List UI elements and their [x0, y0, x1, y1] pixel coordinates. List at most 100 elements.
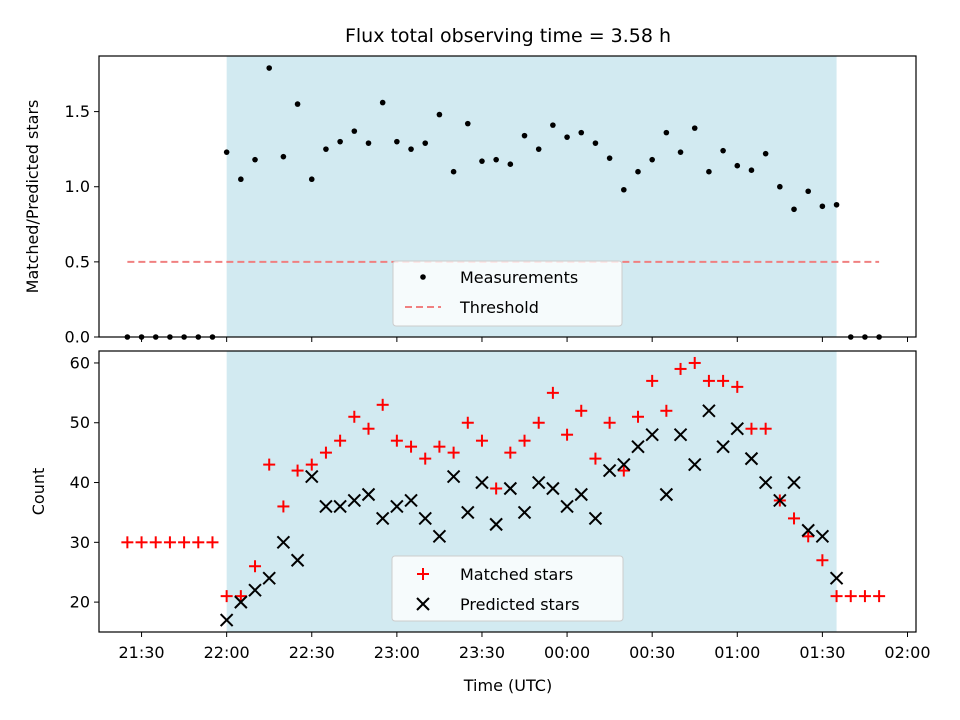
- measurement-point: [805, 188, 812, 195]
- measurement-point: [238, 176, 244, 183]
- predicted-point: [347, 493, 362, 508]
- matched-point: [376, 398, 389, 411]
- count-x-axis: 21:30 22:00 22:30 23:00 23:30 00:00 00:30 01:00…: [118, 632, 931, 662]
- measurement-point: [521, 132, 528, 139]
- y-tick-label: 50: [70, 413, 90, 432]
- ratio-y-axis: 0.0 0.5 1.0 1.5: [65, 102, 99, 347]
- x-tick-label: 22:00: [204, 643, 250, 662]
- measurement-point: [337, 138, 343, 145]
- matched-point: [234, 590, 247, 603]
- measurement-point: [564, 134, 570, 140]
- measurement-point: [280, 153, 287, 160]
- measurement-point: [706, 168, 712, 175]
- predicted-point: [262, 571, 276, 585]
- measurement-point: [606, 155, 613, 161]
- y-tick-label: 30: [70, 533, 90, 552]
- measurement-point: [351, 128, 358, 134]
- predicted-point: [645, 427, 659, 442]
- predicted-point: [234, 595, 248, 609]
- measurement-point: [635, 168, 641, 175]
- matched-point: [263, 458, 276, 471]
- matched-point: [575, 404, 588, 417]
- measurement-point: [394, 138, 400, 145]
- predicted-point: [219, 613, 234, 627]
- predicted-point: [744, 451, 759, 466]
- measurement-point: [621, 186, 627, 193]
- legend-predicted-marker: [416, 597, 430, 611]
- count-panel-frame: [98, 350, 917, 633]
- matched-point: [731, 380, 744, 393]
- measurement-point: [252, 156, 258, 163]
- matched-point: [532, 416, 545, 429]
- matched-point: [788, 512, 801, 525]
- y-tick-label: 40: [70, 473, 90, 492]
- measurement-point: [422, 140, 429, 146]
- matched-point: [759, 422, 772, 435]
- legend-predicted-label: Predicted stars: [460, 595, 580, 614]
- count-legend: Matched stars Predicted stars: [391, 555, 624, 622]
- x-tick-label: 01:30: [799, 643, 845, 662]
- matched-point: [688, 356, 701, 369]
- measurement-point: [734, 162, 741, 169]
- y-tick-label: 0.0: [65, 328, 90, 347]
- measurement-point: [507, 161, 514, 167]
- x-tick-label: 02:00: [884, 643, 930, 662]
- legend-measurements-marker: [420, 274, 426, 280]
- measurement-point: [535, 146, 542, 152]
- matched-point: [674, 362, 687, 375]
- measurement-point: [791, 206, 797, 213]
- matched-point: [844, 590, 857, 603]
- predicted-point: [574, 487, 588, 502]
- matched-point: [277, 500, 290, 513]
- predicted-point: [361, 487, 376, 502]
- chart-title: Flux total observing time = 3.58 h: [345, 25, 671, 47]
- measurement-point: [450, 168, 457, 175]
- legend-matched-label: Matched stars: [460, 565, 573, 584]
- matched-point: [717, 374, 730, 387]
- matched-point: [334, 434, 347, 447]
- measurement-point: [819, 203, 826, 210]
- ratio-legend-box: [392, 260, 623, 327]
- predicted-point: [305, 469, 319, 484]
- matched-point: [631, 410, 644, 423]
- measurement-point: [379, 99, 386, 106]
- matched-point: [504, 446, 517, 459]
- predicted-point: [475, 475, 489, 490]
- matched-point: [589, 452, 602, 465]
- y-tick-label: 20: [70, 593, 90, 612]
- predicted-point: [659, 487, 674, 502]
- matched-point: [419, 452, 432, 465]
- matched-point: [192, 536, 205, 549]
- matched-point: [305, 458, 318, 471]
- ratio-panel: 0.0 0.5 1.0 1.5 Matched/Predicted stars Mea…: [23, 55, 917, 347]
- matched-point: [802, 530, 815, 543]
- predicted-point: [503, 481, 518, 496]
- matched-point: [660, 404, 673, 417]
- y-tick-label: 60: [70, 353, 90, 372]
- matched-point: [163, 536, 176, 549]
- x-tick-label: 23:00: [374, 643, 420, 662]
- count-panel: 20 30 40 50 60 21:30 22:00 22:30 23:00 23:30 00:0…: [29, 350, 931, 695]
- matched-stars-series: [121, 356, 886, 603]
- matched-point: [390, 434, 403, 447]
- predicted-point: [815, 529, 830, 544]
- measurement-point: [266, 65, 273, 71]
- x-tick-label: 21:30: [118, 643, 164, 662]
- predicted-point: [730, 422, 744, 436]
- measurement-point: [762, 150, 769, 157]
- measurement-point: [308, 176, 315, 183]
- predicted-point: [461, 505, 475, 520]
- matched-point: [646, 374, 659, 387]
- matched-point: [135, 536, 148, 549]
- matched-point: [206, 536, 219, 549]
- predicted-point: [787, 475, 801, 490]
- measurement-point: [365, 140, 372, 146]
- matched-point: [249, 560, 262, 573]
- matched-point: [362, 422, 375, 435]
- predicted-point: [801, 523, 815, 538]
- measurement-point: [223, 149, 230, 155]
- matched-point: [433, 440, 446, 453]
- predicted-point: [702, 404, 716, 418]
- matched-point: [617, 464, 630, 477]
- count-y-axis-title: Count: [29, 468, 48, 516]
